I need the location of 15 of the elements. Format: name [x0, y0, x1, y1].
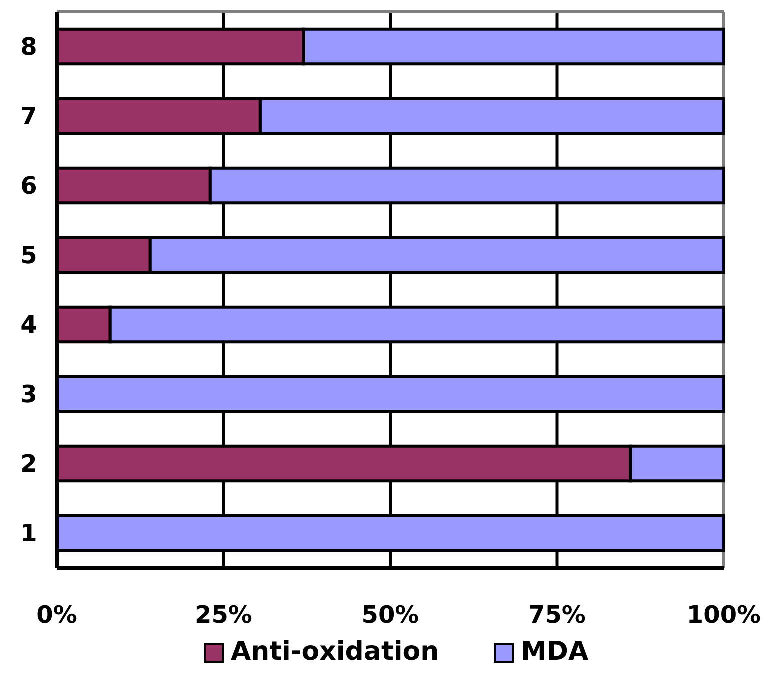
legend-label: Anti-oxidation [231, 637, 440, 667]
y-tick-label: 4 [20, 311, 38, 340]
y-tick-label: 1 [20, 520, 38, 548]
y-tick-label: 3 [20, 380, 38, 409]
x-tick-label: 50% [362, 601, 420, 629]
x-tick-label: 0% [36, 601, 78, 629]
x-tick-label: 75% [528, 601, 586, 629]
y-tick-label: 8 [20, 33, 38, 62]
x-tick-label: 25% [195, 601, 252, 629]
y-tick-label: 2 [20, 450, 38, 478]
y-tick-label: 7 [20, 102, 38, 131]
y-tick-label: 5 [20, 242, 38, 270]
legend-label: MDA [521, 637, 589, 667]
x-tick-label: 100% [686, 601, 762, 629]
y-tick-label: 6 [20, 172, 38, 200]
